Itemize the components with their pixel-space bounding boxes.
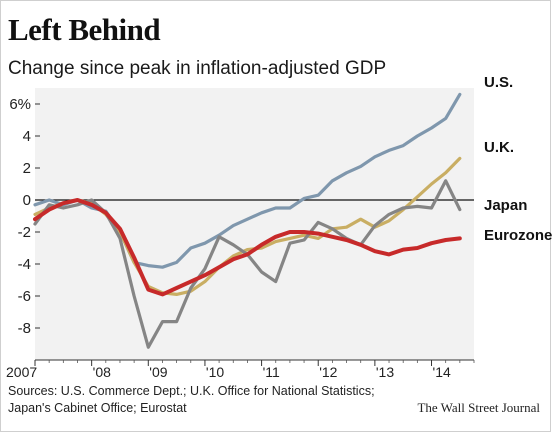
series-label-uk: U.K. [484, 139, 514, 156]
source-line-2: Japan's Cabinet Office; Eurostat [8, 401, 187, 415]
x-tick-label: '10 [206, 364, 224, 380]
y-tick-label: 6% [9, 96, 31, 113]
series-label-japan: Japan [484, 197, 527, 214]
chart-title: Left Behind [8, 12, 161, 47]
x-tick-label: '08 [93, 364, 111, 380]
y-tick-label: -2 [18, 224, 31, 241]
plot-area [35, 88, 474, 360]
x-tick-label: '12 [319, 364, 337, 380]
series-label-eurozone: Eurozone [484, 227, 552, 244]
y-tick-label: 2 [23, 160, 31, 177]
x-tick-label: 2007 [6, 364, 37, 380]
source-note: Sources: U.S. Commerce Dept.; U.K. Offic… [8, 383, 375, 417]
y-tick-label: -4 [18, 256, 31, 273]
x-tick-label: '11 [263, 364, 280, 380]
y-tick-label: 0 [23, 192, 31, 209]
x-tick-label: '14 [433, 364, 451, 380]
series-label-us: U.S. [484, 74, 513, 91]
chart-subtitle: Change since peak in inflation-adjusted … [8, 58, 387, 79]
y-tick-label: -8 [18, 320, 31, 337]
series-line-eurozone [33, 198, 462, 297]
y-tick-label: -6 [18, 288, 31, 305]
source-line-1: Sources: U.S. Commerce Dept.; U.K. Offic… [8, 384, 375, 398]
y-tick-label: 4 [23, 128, 31, 145]
x-tick-label: '09 [149, 364, 167, 380]
x-tick-label: '13 [376, 364, 394, 380]
publisher-credit: The Wall Street Journal [417, 400, 540, 415]
